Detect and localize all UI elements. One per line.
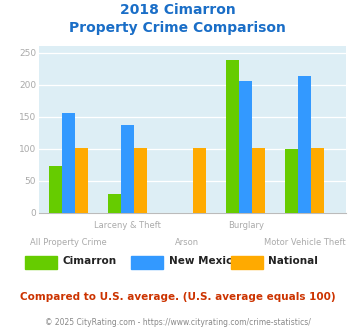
Text: Motor Vehicle Theft: Motor Vehicle Theft [264, 238, 346, 247]
Bar [49, 166, 62, 213]
Text: Larceny & Theft: Larceny & Theft [94, 221, 161, 230]
Text: Cimarron: Cimarron [62, 256, 116, 266]
Text: © 2025 CityRating.com - https://www.cityrating.com/crime-statistics/: © 2025 CityRating.com - https://www.city… [45, 318, 310, 327]
Text: National: National [268, 256, 318, 266]
Bar [285, 149, 298, 213]
Bar [121, 125, 134, 213]
Bar [193, 148, 206, 213]
Text: Arson: Arson [175, 238, 199, 247]
Bar [239, 82, 252, 213]
Bar [134, 148, 147, 213]
Text: Compared to U.S. average. (U.S. average equals 100): Compared to U.S. average. (U.S. average … [20, 292, 335, 302]
Text: 2018 Cimarron: 2018 Cimarron [120, 3, 235, 17]
Text: Property Crime Comparison: Property Crime Comparison [69, 21, 286, 35]
Bar [252, 148, 265, 213]
Bar [311, 148, 324, 213]
Text: New Mexico: New Mexico [169, 256, 239, 266]
Bar [108, 194, 121, 213]
Bar [298, 76, 311, 213]
Bar [62, 113, 75, 213]
Text: All Property Crime: All Property Crime [30, 238, 107, 247]
Text: Burglary: Burglary [228, 221, 264, 230]
Bar [226, 60, 239, 213]
Bar [75, 148, 88, 213]
